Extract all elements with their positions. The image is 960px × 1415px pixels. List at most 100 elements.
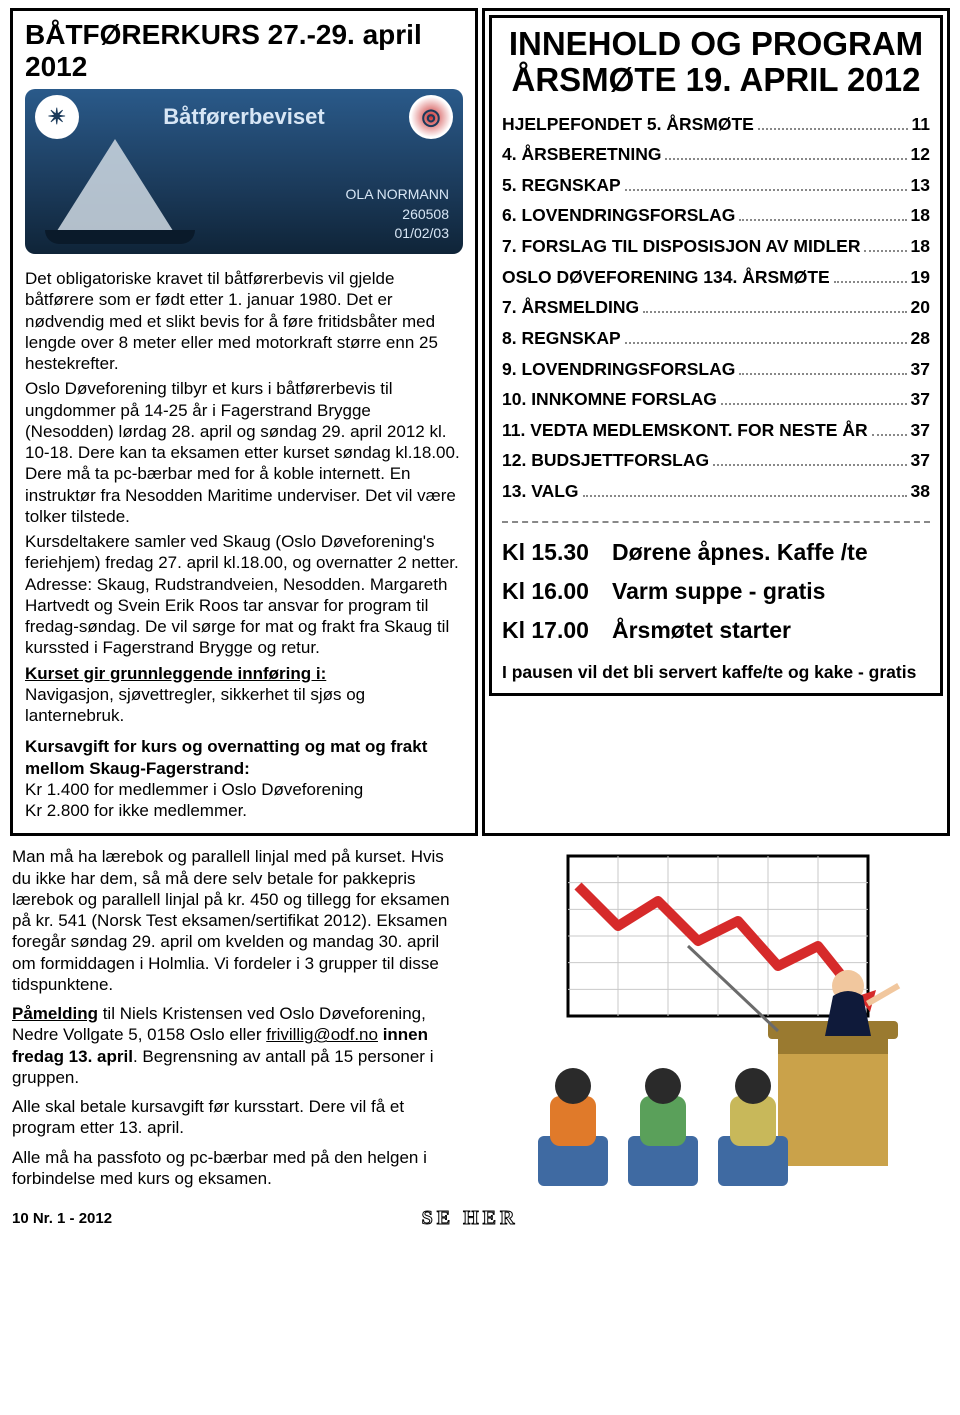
toc-row: 11. VEDTA MEDLEMSKONT. FOR NESTE ÅR 37 <box>502 415 930 446</box>
toc-row: OSLO DØVEFORENING 134. ÅRSMØTE 19 <box>502 262 930 293</box>
toc-label: 8. REGNSKAP <box>502 323 621 354</box>
lower-p4: Alle må ha passfoto og pc-bærbar med på … <box>12 1147 464 1190</box>
toc-label: 7. FORSLAG TIL DISPOSISJON AV MIDLER <box>502 231 860 262</box>
toc-page: 13 <box>911 170 930 201</box>
toc-dots <box>834 267 907 283</box>
toc-label: 10. INNKOMNE FORSLAG <box>502 384 717 415</box>
toc-label: 11. VEDTA MEDLEMSKONT. FOR NESTE ÅR <box>502 415 868 446</box>
toc-row: HJELPEFONDET 5. ÅRSMØTE 11 <box>502 109 930 140</box>
toc-dots <box>872 420 907 436</box>
toc-page: 20 <box>911 292 930 323</box>
toc-page: 37 <box>911 445 930 476</box>
hull-shape <box>45 230 195 244</box>
fee-line2: Kr 2.800 for ikke medlemmer. <box>25 801 247 820</box>
toc-row: 6. LOVENDRINGSFORSLAG 18 <box>502 200 930 231</box>
toc-row: 7. FORSLAG TIL DISPOSISJON AV MIDLER 18 <box>502 231 930 262</box>
seal-icon: ◎ <box>409 95 453 139</box>
lower2-pre: Påmelding <box>12 1004 98 1023</box>
lower-p3: Alle skal betale kursavgift før kursstar… <box>12 1096 464 1139</box>
toc-dots <box>721 389 907 405</box>
lower-p2: Påmelding til Niels Kristensen ved Oslo … <box>12 1003 464 1088</box>
toc-label: HJELPEFONDET 5. ÅRSMØTE <box>502 109 754 140</box>
left-p4-label: Kurset gir grunnleggende innføring i: <box>25 664 326 683</box>
toc-row: 8. REGNSKAP 28 <box>502 323 930 354</box>
toc-dots <box>758 114 908 130</box>
right-column-outer: INNEHOLD OG PROGRAM ÅRSMØTE 19. APRIL 20… <box>482 8 950 836</box>
toc-label: OSLO DØVEFORENING 134. ÅRSMØTE <box>502 262 830 293</box>
table-of-contents: HJELPEFONDET 5. ÅRSMØTE114. ÅRSBERETNING… <box>502 109 930 507</box>
card-serial: 260508 <box>346 205 449 225</box>
sailboat-icon <box>55 139 175 234</box>
toc-page: 37 <box>911 354 930 385</box>
toc-page: 28 <box>911 323 930 354</box>
right-title: INNEHOLD OG PROGRAM ÅRSMØTE 19. APRIL 20… <box>502 26 930 99</box>
left-p1: Det obligatoriske kravet til båtførerbev… <box>25 268 463 374</box>
toc-row: 13. VALG 38 <box>502 476 930 507</box>
toc-page: 12 <box>911 139 930 170</box>
left-column: BÅTFØRERKURS 27.-29. april 2012 ✴ Båtfør… <box>10 8 478 836</box>
toc-dots <box>739 206 906 222</box>
left-p3: Kursdeltakere samler ved Skaug (Oslo Døv… <box>25 531 463 659</box>
schedule-time: Kl 17.00 <box>502 617 612 644</box>
left-body: Det obligatoriske kravet til båtførerbev… <box>25 268 463 821</box>
toc-dots <box>713 451 906 467</box>
fee-label: Kursavgift for kurs og overnatting og ma… <box>25 737 427 777</box>
toc-row: 5. REGNSKAP 13 <box>502 170 930 201</box>
schedule-time: Kl 15.30 <box>502 539 612 566</box>
meeting-illustration <box>478 836 946 1196</box>
card-brand: Båtførerbeviset <box>163 104 324 130</box>
compass-icon: ✴ <box>35 95 79 139</box>
right-title-1: INNEHOLD OG PROGRAM <box>509 25 923 62</box>
toc-page: 18 <box>911 200 930 231</box>
card-meta: OLA NORMANN 260508 01/02/03 <box>346 185 449 244</box>
toc-separator <box>502 521 930 523</box>
left-fee: Kursavgift for kurs og overnatting og ma… <box>25 736 463 821</box>
left-p2: Oslo Døveforening tilbyr et kurs i båtfø… <box>25 378 463 527</box>
schedule-row: Kl 15.30Dørene åpnes. Kaffe /te <box>502 539 930 566</box>
left-p4: Kurset gir grunnleggende innføring i: Na… <box>25 663 463 727</box>
footer-logo: SE HER <box>422 1207 519 1230</box>
toc-page: 37 <box>911 415 930 446</box>
toc-page: 11 <box>912 109 931 140</box>
toc-label: 12. BUDSJETTFORSLAG <box>502 445 709 476</box>
footer-left: 10 Nr. 1 - 2012 <box>12 1210 112 1227</box>
schedule-text: Årsmøtet starter <box>612 617 791 644</box>
schedule-row: Kl 16.00Varm suppe - gratis <box>502 578 930 605</box>
toc-page: 19 <box>911 262 930 293</box>
toc-row: 12. BUDSJETTFORSLAG 37 <box>502 445 930 476</box>
toc-page: 18 <box>911 231 930 262</box>
left-lower: Man må ha lærebok og parallell linjal me… <box>10 836 478 1203</box>
schedule-text: Dørene åpnes. Kaffe /te <box>612 539 868 566</box>
toc-page: 38 <box>911 476 930 507</box>
fee-line1: Kr 1.400 for medlemmer i Oslo Døveforeni… <box>25 780 363 799</box>
toc-label: 9. LOVENDRINGSFORSLAG <box>502 354 735 385</box>
right-title-2: ÅRSMØTE 19. APRIL 2012 <box>512 61 921 98</box>
toc-dots <box>739 359 906 375</box>
lower-p1: Man må ha lærebok og parallell linjal me… <box>12 846 464 995</box>
toc-label: 4. ÅRSBERETNING <box>502 139 661 170</box>
schedule: Kl 15.30Dørene åpnes. Kaffe /teKl 16.00V… <box>502 539 930 644</box>
toc-label: 5. REGNSKAP <box>502 170 621 201</box>
toc-page: 37 <box>911 384 930 415</box>
card-name: OLA NORMANN <box>346 185 449 205</box>
toc-dots <box>583 481 907 497</box>
left-title: BÅTFØRERKURS 27.-29. april 2012 <box>25 19 463 83</box>
toc-dots <box>643 298 906 314</box>
toc-label: 13. VALG <box>502 476 579 507</box>
toc-label: 6. LOVENDRINGSFORSLAG <box>502 200 735 231</box>
boat-license-card: ✴ Båtførerbeviset ◎ OLA NORMANN 260508 0… <box>25 89 463 254</box>
left-p4-body: Navigasjon, sjøvettregler, sikkerhet til… <box>25 685 365 725</box>
toc-dots <box>625 175 907 191</box>
schedule-note: I pausen vil det bli servert kaffe/te og… <box>502 662 930 683</box>
schedule-row: Kl 17.00Årsmøtet starter <box>502 617 930 644</box>
toc-row: 4. ÅRSBERETNING 12 <box>502 139 930 170</box>
card-date: 01/02/03 <box>346 224 449 244</box>
toc-dots <box>625 328 907 344</box>
toc-row: 9. LOVENDRINGSFORSLAG 37 <box>502 354 930 385</box>
schedule-text: Varm suppe - gratis <box>612 578 825 605</box>
schedule-time: Kl 16.00 <box>502 578 612 605</box>
lower2-mail: frivillig@odf.no <box>266 1025 378 1044</box>
toc-row: 10. INNKOMNE FORSLAG 37 <box>502 384 930 415</box>
right-column: INNEHOLD OG PROGRAM ÅRSMØTE 19. APRIL 20… <box>489 15 943 696</box>
toc-dots <box>864 236 906 252</box>
